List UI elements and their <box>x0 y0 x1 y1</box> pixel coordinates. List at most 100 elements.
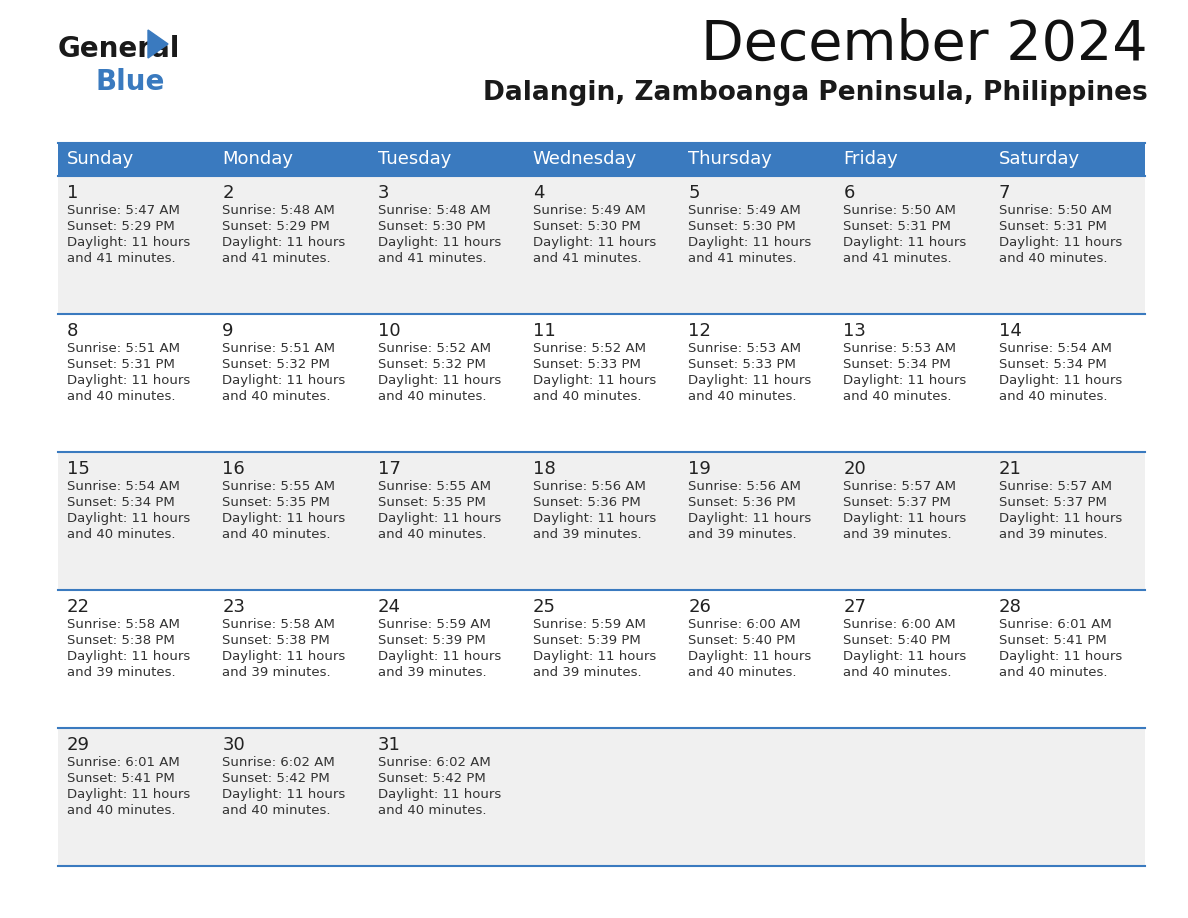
Text: and 40 minutes.: and 40 minutes. <box>843 390 952 403</box>
Text: Sunset: 5:40 PM: Sunset: 5:40 PM <box>843 634 952 647</box>
Text: Sunrise: 5:50 AM: Sunrise: 5:50 AM <box>999 204 1112 217</box>
Bar <box>58 728 1145 866</box>
Text: 20: 20 <box>843 460 866 478</box>
Text: Sunset: 5:40 PM: Sunset: 5:40 PM <box>688 634 796 647</box>
Text: 16: 16 <box>222 460 245 478</box>
Text: and 41 minutes.: and 41 minutes. <box>843 252 952 265</box>
Text: Sunrise: 5:54 AM: Sunrise: 5:54 AM <box>67 480 179 493</box>
Text: Sunrise: 5:56 AM: Sunrise: 5:56 AM <box>533 480 646 493</box>
Text: Sunset: 5:39 PM: Sunset: 5:39 PM <box>533 634 640 647</box>
Text: 3: 3 <box>378 184 390 202</box>
Bar <box>680 143 834 176</box>
Text: 14: 14 <box>999 322 1022 340</box>
Text: Sunset: 5:30 PM: Sunset: 5:30 PM <box>688 220 796 233</box>
Text: Sunset: 5:31 PM: Sunset: 5:31 PM <box>67 358 175 371</box>
Text: Sunrise: 5:50 AM: Sunrise: 5:50 AM <box>843 204 956 217</box>
Text: Sunset: 5:35 PM: Sunset: 5:35 PM <box>222 496 330 509</box>
Text: Daylight: 11 hours: Daylight: 11 hours <box>999 236 1121 249</box>
Text: and 39 minutes.: and 39 minutes. <box>843 528 952 541</box>
Text: Sunrise: 6:01 AM: Sunrise: 6:01 AM <box>67 756 179 769</box>
Text: Sunset: 5:38 PM: Sunset: 5:38 PM <box>222 634 330 647</box>
Text: Sunset: 5:34 PM: Sunset: 5:34 PM <box>843 358 952 371</box>
Text: Sunset: 5:30 PM: Sunset: 5:30 PM <box>533 220 640 233</box>
Text: Sunset: 5:36 PM: Sunset: 5:36 PM <box>533 496 640 509</box>
Text: Blue: Blue <box>95 68 164 96</box>
Polygon shape <box>148 30 168 58</box>
Text: and 39 minutes.: and 39 minutes. <box>222 666 331 679</box>
Text: Sunrise: 5:58 AM: Sunrise: 5:58 AM <box>67 618 179 631</box>
Text: Daylight: 11 hours: Daylight: 11 hours <box>67 374 190 387</box>
Text: Sunset: 5:42 PM: Sunset: 5:42 PM <box>222 772 330 785</box>
Text: 26: 26 <box>688 598 710 616</box>
Text: Daylight: 11 hours: Daylight: 11 hours <box>378 512 501 525</box>
Text: Daylight: 11 hours: Daylight: 11 hours <box>999 650 1121 663</box>
Text: Daylight: 11 hours: Daylight: 11 hours <box>533 236 656 249</box>
Text: Sunset: 5:41 PM: Sunset: 5:41 PM <box>67 772 175 785</box>
Text: and 39 minutes.: and 39 minutes. <box>688 528 797 541</box>
Text: Daylight: 11 hours: Daylight: 11 hours <box>999 374 1121 387</box>
Text: Sunset: 5:34 PM: Sunset: 5:34 PM <box>999 358 1106 371</box>
Text: Sunset: 5:39 PM: Sunset: 5:39 PM <box>378 634 486 647</box>
Text: Sunrise: 5:57 AM: Sunrise: 5:57 AM <box>999 480 1112 493</box>
Text: Sunset: 5:32 PM: Sunset: 5:32 PM <box>378 358 486 371</box>
Text: Sunrise: 5:51 AM: Sunrise: 5:51 AM <box>222 342 335 355</box>
Text: Daylight: 11 hours: Daylight: 11 hours <box>688 374 811 387</box>
Text: and 40 minutes.: and 40 minutes. <box>999 666 1107 679</box>
Bar <box>524 143 680 176</box>
Text: and 40 minutes.: and 40 minutes. <box>999 252 1107 265</box>
Bar <box>368 143 524 176</box>
Text: Daylight: 11 hours: Daylight: 11 hours <box>222 788 346 801</box>
Text: Sunrise: 6:00 AM: Sunrise: 6:00 AM <box>688 618 801 631</box>
Bar <box>58 452 1145 590</box>
Text: Tuesday: Tuesday <box>378 151 451 169</box>
Text: 13: 13 <box>843 322 866 340</box>
Text: and 40 minutes.: and 40 minutes. <box>688 390 797 403</box>
Text: Daylight: 11 hours: Daylight: 11 hours <box>378 650 501 663</box>
Text: 2: 2 <box>222 184 234 202</box>
Text: Sunset: 5:33 PM: Sunset: 5:33 PM <box>688 358 796 371</box>
Text: Sunrise: 5:47 AM: Sunrise: 5:47 AM <box>67 204 179 217</box>
Text: Sunset: 5:42 PM: Sunset: 5:42 PM <box>378 772 486 785</box>
Text: and 39 minutes.: and 39 minutes. <box>67 666 176 679</box>
Text: 7: 7 <box>999 184 1010 202</box>
Text: 30: 30 <box>222 736 245 754</box>
Text: Daylight: 11 hours: Daylight: 11 hours <box>222 374 346 387</box>
Text: and 40 minutes.: and 40 minutes. <box>222 390 330 403</box>
Text: 22: 22 <box>67 598 90 616</box>
Text: Sunrise: 5:54 AM: Sunrise: 5:54 AM <box>999 342 1112 355</box>
Text: 25: 25 <box>533 598 556 616</box>
Text: Daylight: 11 hours: Daylight: 11 hours <box>843 236 967 249</box>
Text: 9: 9 <box>222 322 234 340</box>
Text: Daylight: 11 hours: Daylight: 11 hours <box>378 374 501 387</box>
Text: Sunset: 5:31 PM: Sunset: 5:31 PM <box>843 220 952 233</box>
Text: Daylight: 11 hours: Daylight: 11 hours <box>843 374 967 387</box>
Text: 6: 6 <box>843 184 855 202</box>
Text: Daylight: 11 hours: Daylight: 11 hours <box>533 374 656 387</box>
Text: and 41 minutes.: and 41 minutes. <box>688 252 797 265</box>
Text: Sunrise: 5:55 AM: Sunrise: 5:55 AM <box>378 480 491 493</box>
Text: 15: 15 <box>67 460 90 478</box>
Text: and 39 minutes.: and 39 minutes. <box>533 666 642 679</box>
Text: 21: 21 <box>999 460 1022 478</box>
Text: and 41 minutes.: and 41 minutes. <box>378 252 486 265</box>
Text: Friday: Friday <box>843 151 898 169</box>
Text: Daylight: 11 hours: Daylight: 11 hours <box>688 236 811 249</box>
Text: Sunset: 5:29 PM: Sunset: 5:29 PM <box>67 220 175 233</box>
Bar <box>58 314 1145 452</box>
Text: Sunrise: 6:00 AM: Sunrise: 6:00 AM <box>843 618 956 631</box>
Text: and 41 minutes.: and 41 minutes. <box>222 252 331 265</box>
Text: 10: 10 <box>378 322 400 340</box>
Text: and 40 minutes.: and 40 minutes. <box>222 804 330 817</box>
Text: 28: 28 <box>999 598 1022 616</box>
Text: Daylight: 11 hours: Daylight: 11 hours <box>533 512 656 525</box>
Text: Daylight: 11 hours: Daylight: 11 hours <box>67 512 190 525</box>
Text: Daylight: 11 hours: Daylight: 11 hours <box>378 236 501 249</box>
Text: Sunday: Sunday <box>67 151 134 169</box>
Text: Sunset: 5:41 PM: Sunset: 5:41 PM <box>999 634 1106 647</box>
Text: Daylight: 11 hours: Daylight: 11 hours <box>67 236 190 249</box>
Text: Sunrise: 5:59 AM: Sunrise: 5:59 AM <box>378 618 491 631</box>
Bar <box>990 143 1145 176</box>
Text: Sunrise: 5:58 AM: Sunrise: 5:58 AM <box>222 618 335 631</box>
Text: Sunrise: 5:51 AM: Sunrise: 5:51 AM <box>67 342 181 355</box>
Text: and 39 minutes.: and 39 minutes. <box>533 528 642 541</box>
